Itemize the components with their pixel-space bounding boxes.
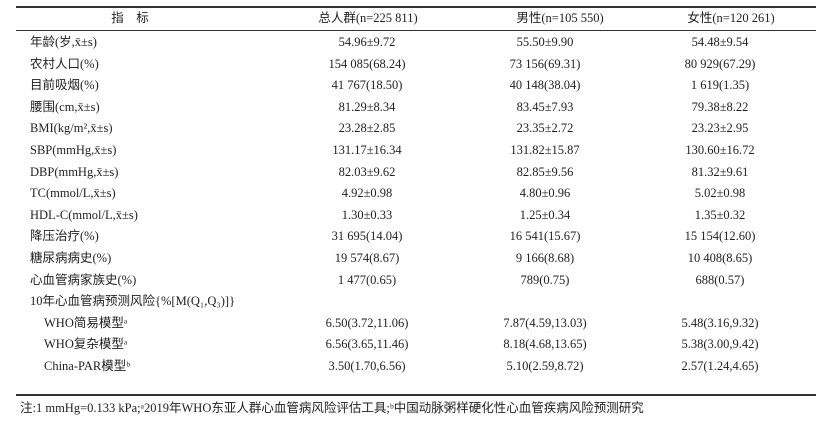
- value-cell: 7.87(4.59,13.03): [503, 315, 587, 330]
- top-rule: [16, 6, 816, 8]
- bottom-rule: [16, 394, 816, 396]
- row-label: 糖尿病病史(%): [30, 251, 112, 265]
- value-cell: 40 148(38.04): [509, 78, 581, 93]
- value-cell: 6.56(3.65,11.46): [325, 337, 409, 352]
- row-label: SBP(mmHg,x̄±s): [30, 143, 117, 157]
- row-label: DBP(mmHg,x̄±s): [30, 164, 119, 179]
- value-cell: 82.85±9.56: [516, 164, 574, 179]
- value-cell: 5.10(2.59,8.72): [506, 359, 584, 373]
- value-cell: 54.96±9.72: [338, 35, 396, 49]
- row-label: 心血管病家族史(%): [30, 272, 137, 287]
- row-label: 降压治疗(%): [30, 229, 99, 244]
- value-cell: 1.30±0.33: [341, 207, 393, 222]
- value-cell: 10 408(8.65): [687, 251, 753, 265]
- value-cell: 80 929(67.29): [684, 56, 756, 71]
- value-cell: 79.38±8.22: [691, 99, 749, 114]
- row-label: WHO简易模型ᵃ: [44, 315, 128, 330]
- value-cell: 16 541(15.67): [509, 229, 581, 244]
- header-cell: 男性(n=105 550): [516, 11, 604, 25]
- value-cell: 6.50(3.72,11.06): [325, 315, 409, 330]
- value-cell: 4.92±0.98: [341, 186, 393, 201]
- header-cell: 女性(n=120 261): [687, 11, 775, 25]
- value-cell: 41 767(18.50): [331, 78, 403, 93]
- value-cell: 81.32±9.61: [691, 164, 749, 179]
- value-cell: 15 154(12.60): [684, 229, 756, 244]
- value-cell: 4.80±0.96: [519, 186, 571, 201]
- value-cell: 23.23±2.95: [691, 121, 749, 136]
- value-cell: 31 695(14.04): [331, 229, 403, 244]
- value-cell: 55.50±9.90: [516, 35, 574, 49]
- header-rule: [16, 30, 816, 31]
- value-cell: 131.82±15.87: [510, 143, 580, 157]
- value-cell: 131.17±16.34: [332, 143, 402, 157]
- value-cell: 1 477(0.65): [337, 272, 397, 287]
- value-cell: 2.57(1.24,4.65): [681, 359, 759, 373]
- value-cell: 1 619(1.35): [690, 78, 750, 93]
- value-cell: 5.48(3.16,9.32): [681, 315, 759, 330]
- row-label: TC(mmol/L,x̄±s): [30, 186, 116, 201]
- row-label: 农村人口(%): [30, 56, 99, 71]
- value-cell: 81.29±8.34: [338, 99, 396, 114]
- value-cell: 73 156(69.31): [509, 56, 581, 71]
- value-cell: 23.28±2.85: [338, 121, 396, 136]
- row-label: China-PAR模型ᵇ: [44, 359, 131, 373]
- value-cell: 1.35±0.32: [694, 207, 746, 222]
- value-cell: 8.18(4.68,13.65): [503, 337, 587, 352]
- value-cell: 789(0.75): [520, 272, 570, 287]
- header-cell: 总人群(n=225 811): [318, 11, 418, 25]
- value-cell: 19 574(8.67): [334, 251, 400, 265]
- row-label: WHO复杂模型ᵃ: [44, 337, 128, 352]
- value-cell: 154 085(68.24): [328, 56, 406, 71]
- group-label: 10年心血管病预测风险{%[M(Q₁,Q₃)]}: [30, 294, 236, 309]
- value-cell: 83.45±7.93: [516, 99, 574, 114]
- row-label: 目前吸烟(%): [30, 78, 99, 93]
- value-cell: 5.02±0.98: [694, 186, 746, 201]
- row-label: 年龄(岁,x̄±s): [30, 35, 97, 49]
- value-cell: 130.60±16.72: [685, 143, 755, 157]
- value-cell: 54.48±9.54: [691, 35, 749, 49]
- row-label: HDL-C(mmol/L,x̄±s): [30, 207, 138, 222]
- table-note: 注:1 mmHg=0.133 kPa;ᵃ2019年WHO东亚人群心血管病风险评估…: [20, 401, 644, 415]
- value-cell: 5.38(3.00,9.42): [681, 337, 759, 352]
- value-cell: 688(0.57): [695, 272, 745, 287]
- row-label: BMI(kg/m²,x̄±s): [30, 121, 113, 136]
- value-cell: 82.03±9.62: [338, 164, 396, 179]
- row-label: 腰围(cm,x̄±s): [30, 99, 100, 114]
- value-cell: 3.50(1.70,6.56): [328, 359, 406, 373]
- value-cell: 9 166(8.68): [515, 251, 575, 265]
- header-cell: 指 标: [111, 11, 149, 25]
- value-cell: 23.35±2.72: [516, 121, 574, 136]
- value-cell: 1.25±0.34: [519, 207, 571, 222]
